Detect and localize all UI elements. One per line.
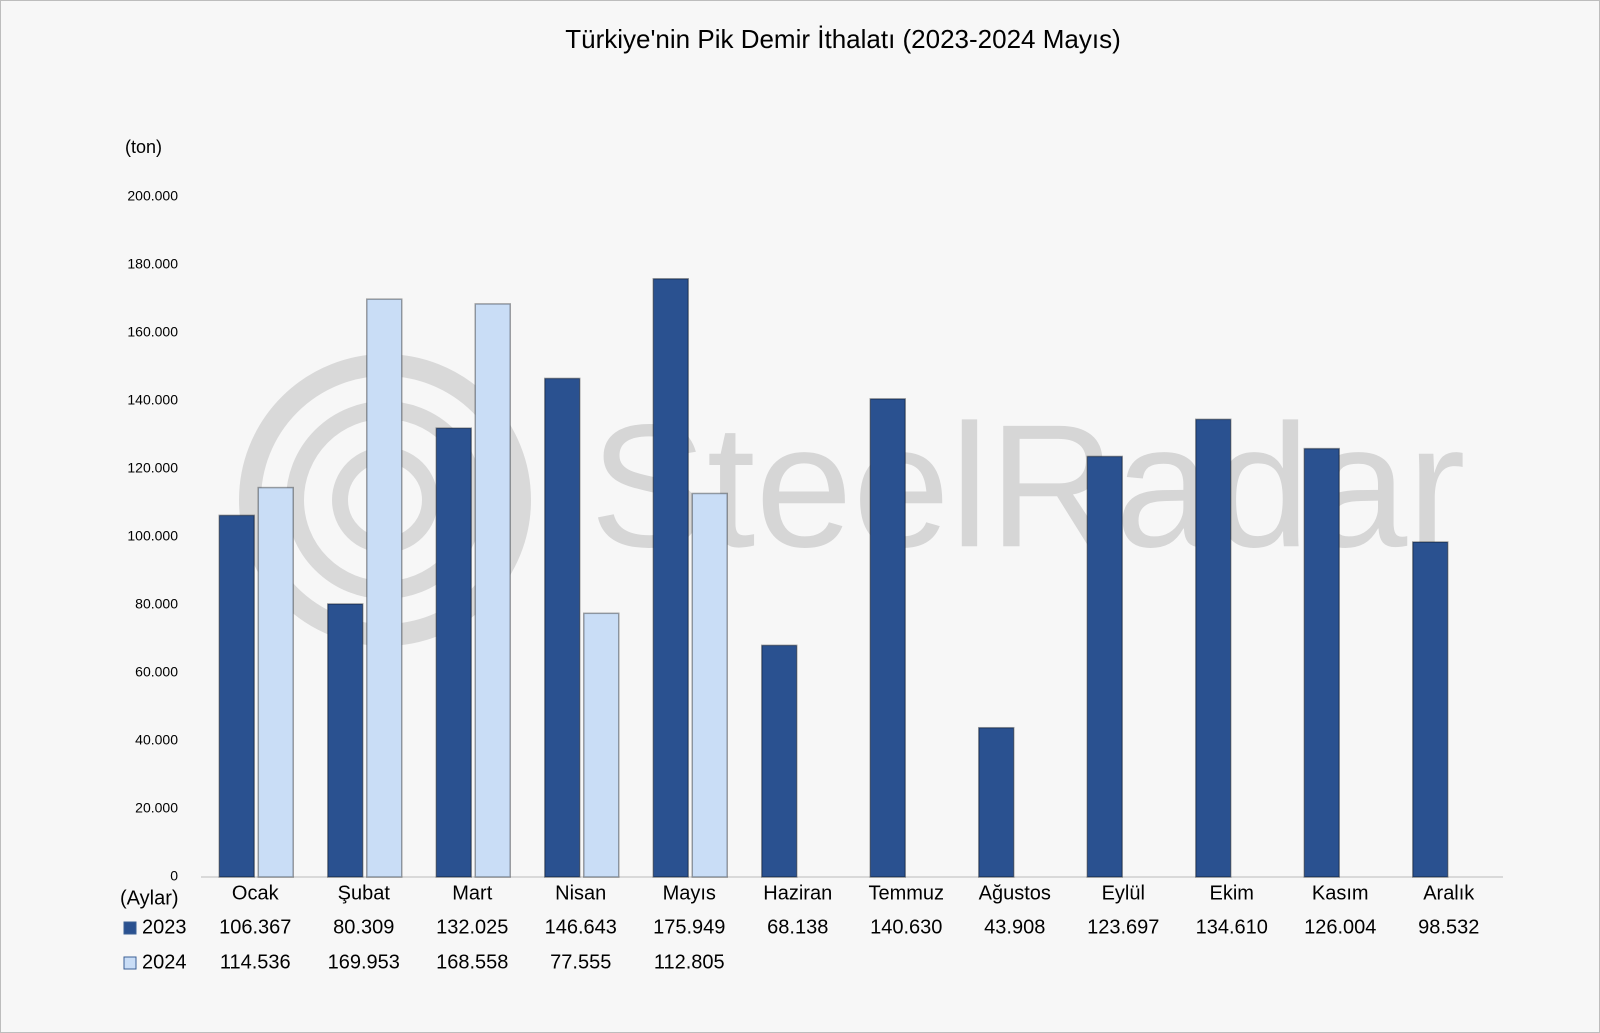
y-tick-label: 160.000 <box>127 324 178 340</box>
x-tick-label: Mayıs <box>663 882 716 904</box>
y-tick-label: 200.000 <box>127 188 178 204</box>
bar <box>583 612 620 878</box>
legend-label: 2024 <box>142 951 187 973</box>
y-tick-label: 20.000 <box>135 800 178 816</box>
y-tick-label: 100.000 <box>127 528 178 544</box>
y-tick-label: 60.000 <box>135 664 178 680</box>
bar <box>366 298 403 878</box>
y-tick-label: 180.000 <box>127 256 178 272</box>
bar <box>257 486 294 878</box>
data-table-value: 68.138 <box>767 916 828 938</box>
x-tick-label: Haziran <box>763 882 832 904</box>
y-tick-label: 120.000 <box>127 460 178 476</box>
data-table-value: 169.953 <box>328 951 400 973</box>
x-tick-label: Ağustos <box>979 882 1051 904</box>
bar <box>218 514 255 878</box>
x-tick-label: Temmuz <box>868 882 944 904</box>
x-tick-label: Ekim <box>1210 882 1254 904</box>
x-tick-label: Mart <box>452 882 492 904</box>
bar <box>327 603 364 878</box>
legend-swatch <box>123 956 137 970</box>
data-table-value: 140.630 <box>870 916 942 938</box>
y-axis-label: (ton) <box>125 137 162 157</box>
bar <box>978 726 1015 878</box>
bar <box>474 303 511 878</box>
y-tick-label: 0 <box>170 868 178 884</box>
legend-swatch <box>123 921 137 935</box>
bar <box>1303 447 1340 878</box>
data-table-value: 80.309 <box>333 916 394 938</box>
bar <box>1412 541 1449 878</box>
data-table-value: 132.025 <box>436 916 508 938</box>
data-table-value: 43.908 <box>984 916 1045 938</box>
x-axis-label: (Aylar) <box>120 887 179 909</box>
data-table-value: 126.004 <box>1304 916 1376 938</box>
x-tick-label: Şubat <box>338 882 391 904</box>
x-tick-label: Ocak <box>232 882 280 904</box>
bar <box>761 644 798 878</box>
data-table-value: 98.532 <box>1418 916 1479 938</box>
bar <box>691 492 728 878</box>
data-table-value: 146.643 <box>545 916 617 938</box>
x-tick-label: Nisan <box>555 882 606 904</box>
data-table-value: 123.697 <box>1087 916 1159 938</box>
bar <box>435 427 472 878</box>
y-tick-label: 80.000 <box>135 596 178 612</box>
data-table-value: 175.949 <box>653 916 725 938</box>
chart-title: Türkiye'nin Pik Demir İthalatı (2023-202… <box>565 24 1121 54</box>
bar <box>869 398 906 878</box>
x-tick-label: Eylül <box>1102 882 1145 904</box>
legend-label: 2023 <box>142 916 187 938</box>
bar <box>544 377 581 878</box>
bar <box>652 278 689 878</box>
y-tick-label: 40.000 <box>135 732 178 748</box>
bar <box>1086 455 1123 878</box>
x-tick-label: Kasım <box>1312 882 1369 904</box>
data-table-value: 114.536 <box>220 951 291 973</box>
data-table-value: 77.555 <box>550 951 611 973</box>
data-table-value: 106.367 <box>219 916 291 938</box>
bar <box>1195 418 1232 878</box>
y-tick-label: 140.000 <box>127 392 178 408</box>
data-table-value: 134.610 <box>1196 916 1268 938</box>
data-table-value: 112.805 <box>654 951 725 973</box>
data-table-value: 168.558 <box>436 951 508 973</box>
x-tick-label: Aralık <box>1423 882 1475 904</box>
